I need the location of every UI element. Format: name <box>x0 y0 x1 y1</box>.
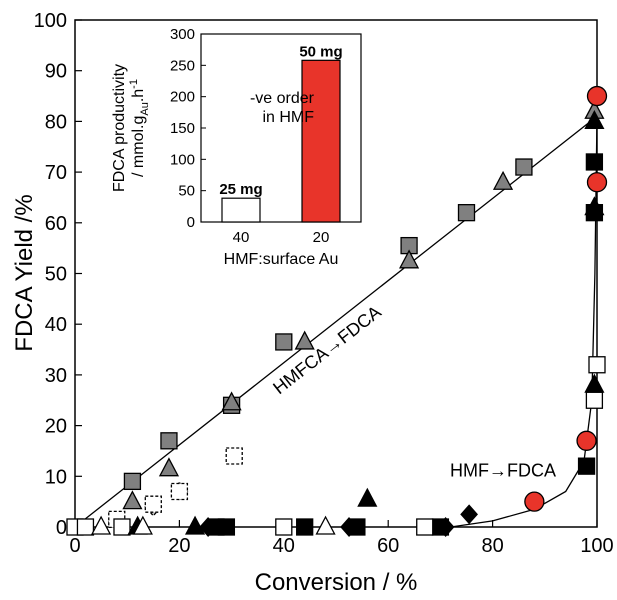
inset-y-tick-label: 100 <box>170 151 195 168</box>
main-x-ticks: 0 20 40 60 80 100 <box>69 520 614 557</box>
x-tick-label: 100 <box>580 535 613 557</box>
inset-x-ticks: 40 20 <box>233 229 330 246</box>
inset-y-unit-main: / mmol.g <box>130 116 147 177</box>
inset-y-tick-label: 0 <box>187 214 195 231</box>
triangle-marker <box>184 515 206 535</box>
inset-y-axis-title-line1: FDCA productivity <box>111 64 128 192</box>
diamond-marker <box>460 504 478 525</box>
square-marker <box>217 518 236 536</box>
square-marker <box>275 333 293 351</box>
square-marker <box>113 518 131 536</box>
triangle-marker <box>122 490 143 510</box>
y-tick-label: 30 <box>45 365 67 387</box>
circle-marker <box>586 172 608 193</box>
square-marker <box>457 204 476 222</box>
inset-bar-label: 25 mg <box>219 181 262 198</box>
triangle-marker <box>584 110 605 130</box>
triangle-marker <box>584 196 605 216</box>
square-marker <box>585 391 604 409</box>
inset-y-tick-label: 150 <box>170 120 195 137</box>
square-marker <box>416 518 434 536</box>
inset-annotation-line2: in HMF <box>262 109 314 126</box>
main-data-points <box>66 85 608 537</box>
dashed-square-marker <box>170 482 189 501</box>
x-tick-label: 0 <box>69 535 80 557</box>
triangle-marker <box>294 330 315 350</box>
x-tick-label: 80 <box>481 535 503 557</box>
y-tick-label: 40 <box>45 314 67 336</box>
inset-x-axis-title: HMF:surface Au <box>224 251 339 268</box>
diamond-marker <box>199 517 217 537</box>
y-tick-label: 80 <box>45 111 67 133</box>
y-tick-label: 70 <box>45 162 67 184</box>
square-marker <box>160 432 178 450</box>
x-axis-title: Conversion / % <box>255 569 418 596</box>
inset-y-axis-title-line2: / mmol.gAu.h-1 <box>128 79 151 177</box>
inset-x-tick-label: 20 <box>313 229 330 246</box>
square-marker <box>588 356 606 374</box>
triangle-marker <box>158 457 180 477</box>
inset-y-axis-title: FDCA productivity / mmol.gAu.h-1 <box>111 64 151 192</box>
x-tick-label: 60 <box>377 535 399 557</box>
inset-y-unit-h: .h <box>130 89 147 102</box>
y-tick-label: 0 <box>56 517 67 539</box>
square-marker <box>585 153 604 171</box>
y-tick-label: 20 <box>45 416 67 438</box>
y-tick-label: 50 <box>45 264 67 286</box>
inset-bar <box>221 197 261 223</box>
square-marker <box>76 518 95 536</box>
fit-line <box>450 116 598 528</box>
dashed-square-marker <box>225 447 243 465</box>
triangle-marker <box>492 170 514 190</box>
inset-bar-label: 50 mg <box>299 43 342 60</box>
y-axis-title: FDCA Yield /% <box>11 194 38 351</box>
main-y-ticks: 0 10 20 30 40 50 60 70 80 90 100 <box>34 10 82 539</box>
triangle-marker <box>315 515 336 535</box>
diamond-marker <box>340 517 358 537</box>
triangle-marker <box>399 249 420 269</box>
square-marker <box>577 457 596 475</box>
inset-y-tick-label: 200 <box>170 89 195 106</box>
inset-y-unit-sub: Au <box>139 102 151 115</box>
triangle-marker <box>221 391 242 411</box>
circle-marker <box>586 85 608 107</box>
inset-bars: 25 mg 50 mg <box>219 43 343 223</box>
inset-annotation-line1: -ve order <box>250 90 315 107</box>
square-marker <box>515 158 533 176</box>
y-tick-label: 10 <box>45 466 67 488</box>
x-tick-label: 20 <box>168 535 190 557</box>
inset-x-tick-label: 40 <box>233 229 250 246</box>
x-tick-label: 40 <box>273 535 295 557</box>
inset-y-ticks: 0 50 100 150 200 250 300 <box>170 26 206 231</box>
y-tick-label: 60 <box>45 213 67 235</box>
dashed-square-marker <box>144 495 162 513</box>
annotation-label: HMF→FDCA <box>450 460 556 480</box>
circle-marker <box>524 491 545 512</box>
inset-bar <box>301 59 341 223</box>
inset-chart: 0 50 100 150 200 250 300 25 mg 50 mg 40 20 HMF:s… <box>111 26 362 268</box>
y-tick-label: 90 <box>45 61 67 83</box>
y-tick-label: 100 <box>34 10 67 32</box>
square-marker <box>275 518 293 536</box>
triangle-marker <box>132 515 153 535</box>
triangle-marker <box>91 515 112 535</box>
inset-y-unit-sup: -1 <box>128 79 140 89</box>
inset-y-tick-label: 50 <box>178 183 195 200</box>
inset-y-tick-label: 300 <box>170 26 195 43</box>
triangle-marker <box>584 373 605 393</box>
inset-y-tick-label: 250 <box>170 57 195 74</box>
diamond-marker <box>436 517 455 537</box>
triangle-marker <box>357 487 378 507</box>
square-marker <box>123 472 142 491</box>
square-marker <box>296 518 314 536</box>
circle-marker <box>576 430 597 451</box>
